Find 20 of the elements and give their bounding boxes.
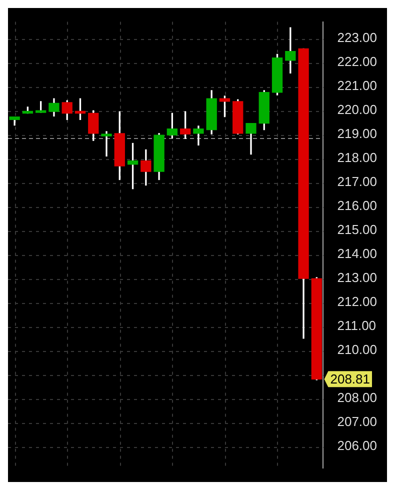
y-tick-label: 214.00 [337, 246, 378, 262]
y-tick-label: 206.00 [337, 438, 378, 454]
y-tick-label: 207.00 [337, 414, 378, 430]
y-tick-label: 220.00 [337, 102, 378, 118]
y-tick-label: 208.00 [337, 390, 378, 406]
y-tick-label: 221.00 [337, 78, 378, 94]
y-tick-label: 211.00 [337, 318, 376, 334]
y-tick-label: 213.00 [337, 270, 378, 286]
candlestick [193, 126, 204, 146]
y-tick-label: 219.00 [337, 126, 378, 142]
y-tick-label: 222.00 [337, 54, 378, 70]
y-tick-label: 217.00 [337, 174, 378, 190]
y-tick-label: 212.00 [337, 294, 378, 310]
y-tick-label: 218.00 [337, 150, 378, 166]
y-tick-label: 216.00 [337, 198, 378, 214]
candlestick [101, 131, 112, 157]
y-tick-label: 223.00 [337, 30, 378, 46]
y-tick-label: 210.00 [337, 342, 378, 358]
text: 208.81 [330, 372, 370, 387]
y-tick-label: 215.00 [337, 222, 378, 238]
